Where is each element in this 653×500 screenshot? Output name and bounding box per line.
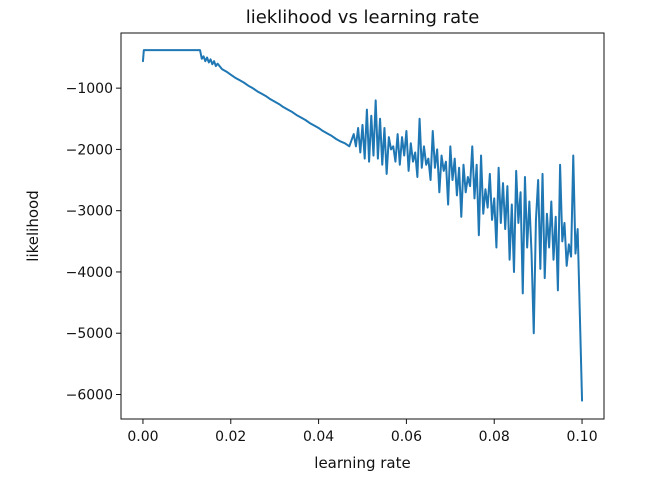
y-tick-label: −6000: [66, 387, 113, 403]
chart-title: lieklihood vs learning rate: [246, 7, 480, 28]
series-line-0: [141, 49, 584, 402]
y-axis-label: likelihood: [24, 190, 42, 261]
x-tick-label: 0.04: [303, 429, 334, 445]
x-tick-label: 0.02: [215, 429, 246, 445]
x-axis: 0.00 0.02 0.04 0.06 0.08 0.10: [127, 419, 598, 445]
x-tick-label: 0.00: [127, 429, 158, 445]
plot-area: [141, 49, 584, 402]
y-tick-label: −4000: [66, 265, 113, 281]
x-axis-label: learning rate: [314, 454, 410, 472]
y-tick-label: −3000: [66, 204, 113, 220]
y-tick-label: −2000: [66, 142, 113, 158]
x-tick-label: 0.06: [391, 429, 422, 445]
x-tick-label: 0.10: [566, 429, 597, 445]
axes-frame: [120, 32, 605, 420]
y-tick-label: −1000: [66, 81, 113, 97]
y-axis: −1000 −2000 −3000 −4000 −5000 −6000: [66, 81, 121, 403]
x-tick-label: 0.08: [479, 429, 510, 445]
y-tick-label: −5000: [66, 326, 113, 342]
